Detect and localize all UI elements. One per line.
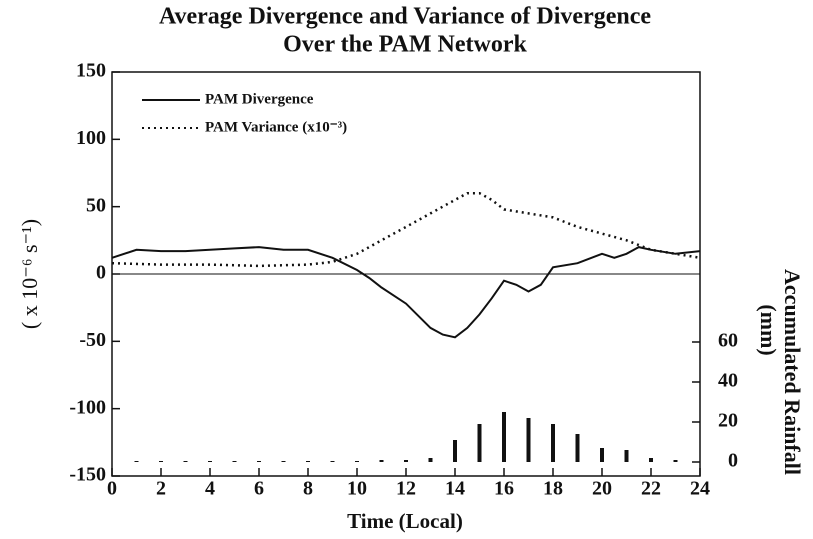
x-tick-label: 16	[494, 478, 514, 500]
y-tick-label: 0	[96, 262, 106, 284]
x-tick-label: 20	[592, 478, 612, 500]
bar	[134, 461, 139, 462]
bar	[624, 450, 629, 462]
x-tick-label: 6	[254, 478, 264, 500]
y2-tick-label: 40	[718, 370, 738, 392]
line	[111, 246, 701, 339]
y-axis-label: ( x 10⁻⁶ s⁻¹)	[17, 219, 42, 329]
y-tick-label: 150	[76, 60, 106, 82]
bar	[428, 458, 433, 462]
y-tick-label: -100	[69, 396, 106, 418]
bar	[159, 461, 163, 462]
y2-tick-label: 60	[718, 330, 738, 352]
y2-axis-label: Accumulated Rainfall	[780, 269, 805, 475]
y2-tick-label: 0	[728, 450, 738, 472]
y-tick-label: -150	[69, 464, 106, 486]
bar	[355, 461, 359, 462]
x-axis-label: Time (Local)	[347, 509, 463, 533]
bar	[208, 461, 212, 462]
x-tick-label: 14	[445, 478, 465, 500]
bar	[551, 424, 555, 462]
line	[111, 191, 701, 268]
x-tick-label: 2	[156, 478, 166, 500]
bar	[649, 458, 653, 462]
bar	[600, 448, 604, 462]
bar	[673, 460, 678, 462]
legend-label: PAM Divergence	[205, 91, 314, 107]
bar	[281, 461, 286, 462]
bar	[232, 461, 237, 462]
x-tick-label: 10	[347, 478, 367, 500]
x-tick-label: 4	[205, 478, 215, 500]
bar	[477, 424, 482, 462]
x-tick-label: 0	[107, 478, 117, 500]
x-tick-label: 12	[396, 478, 416, 500]
bar	[453, 440, 457, 462]
legend-label: PAM Variance (x10⁻³)	[205, 119, 347, 135]
bar	[379, 460, 384, 462]
y2-tick-label: 20	[718, 410, 738, 432]
bar	[404, 460, 408, 462]
y-tick-label: 50	[86, 194, 106, 216]
x-tick-label: 18	[543, 478, 563, 500]
x-tick-label: 8	[303, 478, 313, 500]
chart-subtitle: Over the PAM Network	[283, 32, 527, 58]
bar	[306, 461, 310, 462]
bar	[257, 461, 261, 462]
bar	[502, 412, 506, 462]
bar	[575, 434, 580, 462]
bar	[183, 461, 188, 462]
x-tick-label: 24	[690, 478, 710, 500]
y-tick-label: -50	[79, 329, 106, 351]
y-tick-label: 100	[76, 127, 106, 149]
bar	[526, 418, 531, 462]
x-tick-label: 22	[641, 478, 661, 500]
y2-axis-label: (mm)	[756, 304, 781, 355]
bar	[330, 461, 335, 462]
chart-title: Average Divergence and Variance of Diver…	[159, 4, 651, 30]
